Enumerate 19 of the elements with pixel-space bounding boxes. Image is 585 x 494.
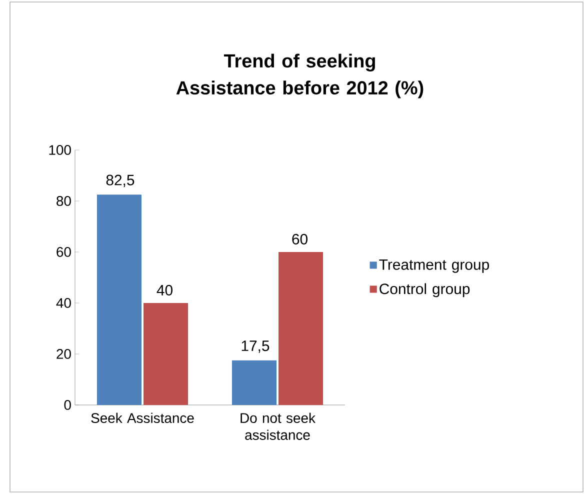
x-tick-label: Seek Assistance: [91, 412, 194, 424]
y-tick-label: 100: [49, 145, 71, 155]
x-tick-label: Do not seek assistance: [240, 412, 316, 440]
y-tick-label: 20: [56, 349, 71, 359]
chart-title: Trend of seeking Assistance before 2012 (%): [176, 54, 424, 98]
bar: [144, 302, 188, 405]
legend-label: Control group: [380, 283, 470, 298]
data-label: 17,5: [242, 340, 270, 353]
data-label: 82,5: [106, 174, 134, 188]
data-label: 40: [156, 284, 172, 296]
y-tick-label: 0: [64, 400, 71, 410]
bar: [232, 360, 277, 405]
legend-label: Treatment group: [379, 259, 489, 273]
y-tick-label: 40: [56, 298, 71, 308]
data-label: 60: [292, 234, 308, 244]
y-tick-label: 80: [56, 196, 71, 206]
y-tick-label: 60: [56, 247, 71, 257]
bar: [96, 194, 142, 405]
bar: [278, 252, 324, 405]
